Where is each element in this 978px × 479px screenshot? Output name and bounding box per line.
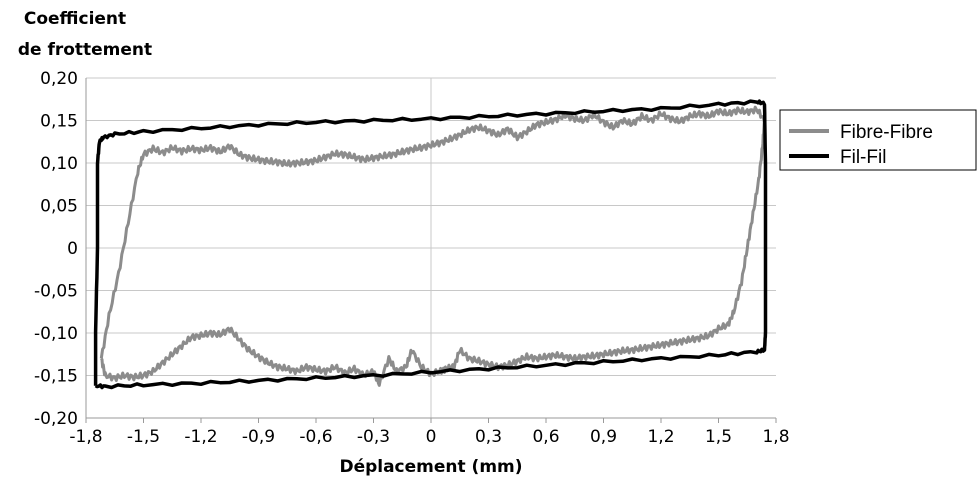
x-tick-label-5: -0,3: [357, 427, 390, 447]
y-axis-label-line-2: de frottement: [18, 40, 152, 60]
x-tick-label-1: -1,5: [127, 427, 160, 447]
y-tick-label-3: -0,05: [34, 282, 78, 302]
y-tick-label-1: -0,15: [34, 367, 78, 387]
y-tick-label-8: 0,20: [40, 69, 78, 89]
x-tick-label-3: -0,9: [242, 427, 275, 447]
x-tick-label-11: 1,5: [705, 427, 732, 447]
series-line-fil-fil: [93, 99, 768, 390]
x-tick-label-4: -0,6: [299, 427, 332, 447]
legend: Fibre-Fibre Fil-Fil: [779, 109, 977, 171]
x-tick-label-9: 0,9: [590, 427, 617, 447]
y-tick-label-0: -0,20: [34, 409, 78, 429]
x-tick-label-8: 0,6: [532, 427, 559, 447]
series-line-fibre-fibre: [99, 105, 766, 387]
y-tick-label-2: -0,10: [34, 324, 78, 344]
x-tick-label-12: 1,8: [762, 427, 789, 447]
x-tick-label-0: -1,8: [69, 427, 102, 447]
y-tick-label-6: 0,10: [40, 154, 78, 174]
legend-label-fibre-fibre: Fibre-Fibre: [840, 122, 933, 143]
y-tick-label-4: 0: [67, 239, 78, 259]
x-tick-labels: -1,8 -1,5 -1,2 -0,9 -0,6 -0,3 0 0,3 0,6 0,9 1,2 1,5…: [69, 427, 789, 447]
x-tick-label-2: -1,2: [184, 427, 217, 447]
x-tick-label-6: 0: [426, 427, 437, 447]
y-tick-label-5: 0,05: [40, 197, 78, 217]
x-tick-label-7: 0,3: [475, 427, 502, 447]
legend-box: [779, 109, 977, 171]
axes: [85, 78, 777, 423]
x-tick-label-10: 1,2: [647, 427, 674, 447]
x-axis-label: Déplacement (mm): [339, 457, 522, 477]
y-tick-label-7: 0,15: [40, 112, 78, 132]
legend-label-fil-fil: Fil-Fil: [840, 147, 886, 168]
y-tick-labels: -0,20 -0,15 -0,10 -0,05 0 0,05 0,10 0,15 0,20: [34, 69, 78, 429]
y-axis-label-line-1: Coefficient: [24, 9, 126, 29]
series-layer: [93, 99, 768, 390]
